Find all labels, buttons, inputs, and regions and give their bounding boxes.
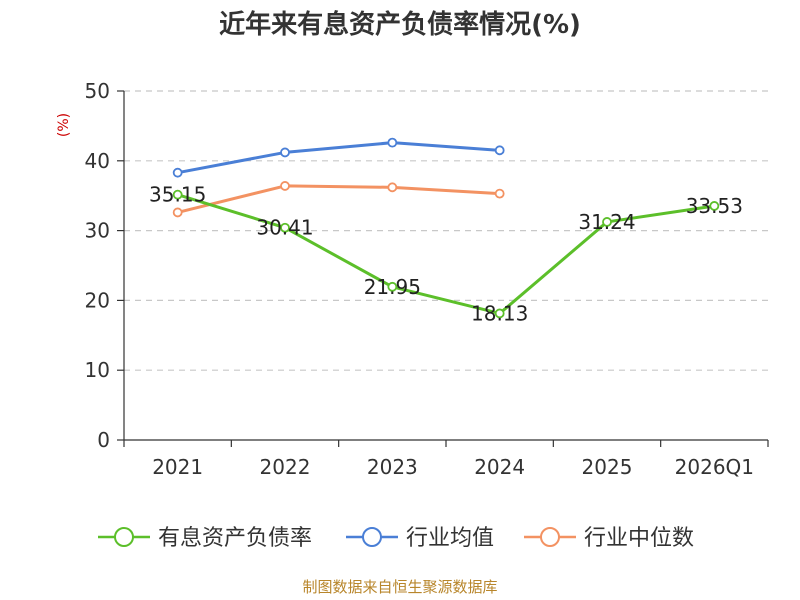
legend-item[interactable]: 行业中位数 — [524, 526, 694, 551]
data-label: 33.53 — [686, 194, 743, 218]
data-point[interactable] — [709, 201, 720, 211]
data-label: 21.95 — [364, 275, 421, 299]
legend-label: 行业中位数 — [584, 526, 694, 551]
plot-area — [172, 137, 720, 319]
y-tick-label: 0 — [97, 428, 110, 452]
data-point[interactable] — [494, 308, 505, 319]
data-point[interactable] — [280, 181, 290, 191]
data-label: 18.13 — [471, 301, 528, 325]
series-line — [177, 184, 500, 214]
y-axis-unit: (%) — [56, 113, 72, 137]
x-tick-label: 2021 — [152, 455, 203, 479]
series-2 — [172, 181, 505, 218]
y-tick-label: 50 — [85, 79, 110, 103]
data-labels: 35.15 30.41 21.95 18.13 31.24 33.53 — [149, 183, 743, 326]
series-line — [177, 193, 715, 315]
legend-marker — [362, 527, 382, 547]
data-source-note: 制图数据来自恒生聚源数据库 — [302, 578, 497, 596]
axes: 0 10 20 30 40 50 2021 2022 2023 2024 2025 2026Q1 — [85, 79, 769, 479]
data-point[interactable] — [280, 222, 290, 233]
chart-title: 近年来有息资产负债率情况(%) — [219, 9, 581, 40]
series-line — [177, 141, 500, 175]
data-point[interactable] — [172, 207, 183, 218]
data-point[interactable] — [494, 188, 505, 199]
data-point[interactable] — [387, 182, 398, 193]
grid-lines — [124, 90, 768, 371]
legend-marker — [114, 527, 134, 547]
x-tick-label: 2025 — [582, 455, 633, 479]
data-point[interactable] — [172, 167, 183, 178]
legend-label: 行业均值 — [406, 526, 494, 551]
data-point[interactable] — [602, 217, 612, 227]
legend-item[interactable]: 有息资产负债率 — [98, 526, 312, 551]
data-label: 30.41 — [256, 216, 313, 240]
y-tick-label: 10 — [85, 358, 110, 382]
data-label: 35.15 — [149, 183, 206, 207]
data-label: 31.24 — [578, 210, 635, 234]
legend-marker — [540, 527, 560, 547]
x-tick-label: 2026Q1 — [675, 455, 754, 479]
x-tick-label: 2024 — [474, 455, 525, 479]
x-tick-label: 2023 — [367, 455, 418, 479]
data-point[interactable] — [172, 189, 183, 200]
data-point[interactable] — [387, 281, 398, 292]
y-tick-label: 20 — [85, 288, 110, 312]
series-1 — [172, 137, 505, 178]
data-point[interactable] — [387, 137, 398, 148]
y-tick-label: 40 — [85, 149, 110, 173]
data-point[interactable] — [494, 145, 505, 156]
x-tick-label: 2022 — [260, 455, 311, 479]
y-tick-label: 30 — [85, 219, 110, 243]
series-0 — [172, 189, 720, 319]
legend[interactable]: 有息资产负债率 行业均值 行业中位数 — [98, 526, 694, 551]
legend-label: 有息资产负债率 — [158, 526, 312, 551]
data-point[interactable] — [280, 147, 290, 158]
legend-item[interactable]: 行业均值 — [346, 526, 494, 551]
